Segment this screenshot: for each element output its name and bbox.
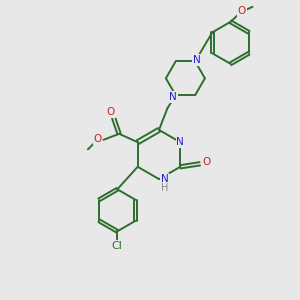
Text: O: O	[202, 157, 211, 167]
Text: Cl: Cl	[112, 241, 123, 251]
Text: N: N	[176, 137, 184, 147]
Text: N: N	[193, 55, 200, 65]
Text: N: N	[160, 174, 168, 184]
Text: O: O	[238, 6, 246, 16]
Text: N: N	[169, 92, 177, 102]
Text: O: O	[93, 134, 102, 144]
Text: O: O	[106, 107, 115, 117]
Text: H: H	[161, 183, 168, 193]
